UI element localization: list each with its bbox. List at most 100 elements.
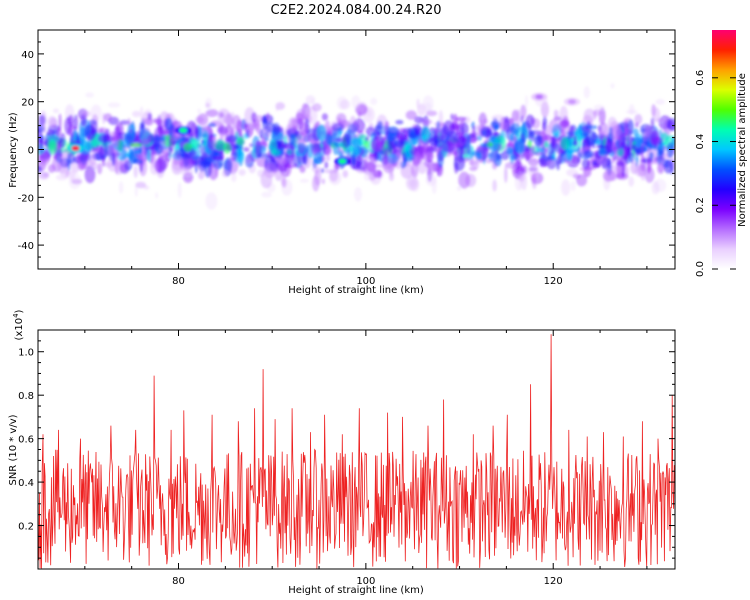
spectrogram-cell <box>550 137 556 155</box>
snr-panel: 80 100 120 0.2 0.4 0.6 0.8 1.0 Height of straig… <box>8 309 676 596</box>
spectrogram-cell <box>510 122 521 135</box>
spectrogram-cell <box>354 187 362 202</box>
spectrogram-cell <box>133 165 138 178</box>
spectrogram-cell <box>131 110 141 118</box>
spectrogram-cell <box>338 150 343 157</box>
spectrogram-cell <box>458 171 471 189</box>
spectrogram-cell <box>38 124 45 134</box>
spectrogram-cell <box>351 95 361 109</box>
spectrogram-cell <box>313 152 323 165</box>
colorbar-label: Normalized spectral amplitude <box>737 73 748 227</box>
spectrogram-cell <box>504 162 518 169</box>
spectrogram-feature-core <box>71 145 80 151</box>
spectrogram-cell <box>311 103 322 112</box>
spectrogram-cell <box>101 156 106 167</box>
spectrogram-cell <box>425 110 438 117</box>
spectrogram-cell <box>310 136 321 154</box>
spectrogram-cell <box>538 158 547 164</box>
spectrogram-cell <box>363 153 369 167</box>
spectrogram-cell <box>617 137 622 151</box>
colorbar-ticks: 0.0 0.2 0.4 0.6 <box>695 70 736 277</box>
spectrogram-cell <box>180 167 194 176</box>
spectrogram-cell <box>404 158 407 168</box>
spectrogram-cell <box>139 106 144 121</box>
svg-text:(x104): (x104) <box>12 309 25 340</box>
spectrogram-cell <box>430 162 435 175</box>
spectrogram-cell <box>510 134 514 142</box>
spectrogram-cell <box>89 152 96 167</box>
snr-y-tick-label: 0.4 <box>18 478 34 489</box>
spectrogram-cell <box>593 104 605 111</box>
spectrogram-cell <box>570 181 576 192</box>
spectrogram-cell <box>488 135 499 152</box>
spectrogram-cell <box>459 120 466 128</box>
spectrogram-cell <box>328 170 342 185</box>
spectrogram-cell <box>177 182 182 199</box>
snr-y-tick-label: 0.8 <box>18 391 34 402</box>
spectrogram-cell <box>666 118 675 131</box>
spectrogram-cell <box>525 94 528 108</box>
spectrogram-cell <box>655 99 665 105</box>
spectrogram-cell <box>147 148 151 163</box>
spectrogram-cell <box>479 142 490 147</box>
spectrogram-cell <box>515 109 521 127</box>
snr-frame <box>38 330 675 569</box>
colorbar-tick-label: 0.4 <box>695 134 706 150</box>
spectrogram-y-tick-label: -40 <box>18 241 34 252</box>
spectrogram-cell <box>632 128 639 137</box>
spectrogram-cell <box>377 149 385 162</box>
spectrogram-cell <box>261 191 272 198</box>
spectrogram-cell <box>365 126 376 137</box>
spectrogram-cell <box>553 109 559 119</box>
spectrogram-cell <box>55 174 68 181</box>
spectrogram-cell <box>549 136 557 140</box>
spectrogram-cell <box>38 153 51 166</box>
spectrogram-cell <box>238 169 246 176</box>
spectrogram-cell <box>256 141 260 155</box>
spectrogram-cell <box>297 138 306 155</box>
spectrogram-cell <box>142 117 148 123</box>
spectrogram-cell <box>616 160 625 167</box>
spectrogram-cell <box>197 108 201 114</box>
colorbar-tick-label: 0.6 <box>695 70 706 86</box>
spectrogram-cell <box>556 155 563 165</box>
spectrogram-cell <box>46 129 56 137</box>
spectrogram-cell <box>426 166 431 176</box>
spectrogram-cell <box>199 161 213 168</box>
spectrogram-cell <box>349 115 357 133</box>
spectrogram-cell <box>492 179 497 192</box>
snr-y-tick-label: 0.2 <box>18 522 34 533</box>
spectrogram-cell <box>339 99 351 110</box>
spectrogram-cell <box>560 137 570 151</box>
spectrogram-cell <box>634 114 643 125</box>
spectrogram-cell <box>539 162 548 168</box>
spectrogram-cell <box>276 154 289 165</box>
spectrogram-cell <box>91 114 99 128</box>
spectrogram-cell <box>650 117 655 129</box>
spectrogram-cell <box>651 181 660 195</box>
spectrogram-cell <box>47 135 60 143</box>
spectrogram-cell <box>217 108 231 124</box>
spectrogram-cell <box>583 149 595 159</box>
spectrogram-cell <box>214 161 219 178</box>
spectrogram-cell <box>624 150 628 167</box>
spectrogram-cell <box>57 156 67 174</box>
spectrogram-cell <box>414 116 424 124</box>
spectrogram-cell <box>394 140 404 148</box>
spectrogram-cell <box>557 120 566 132</box>
spectrogram-cell <box>332 141 340 155</box>
spectrogram-cell <box>207 122 217 128</box>
spectrogram-axis-ticks: 80 100 120 -40 -20 0 20 40 <box>18 29 675 287</box>
spectrogram-cell <box>336 113 347 125</box>
spectrogram-feature-core <box>179 127 188 133</box>
spectrogram-cell <box>316 124 327 142</box>
spectrogram-cell <box>573 135 577 145</box>
spectrogram-cell <box>585 124 598 130</box>
spectrogram-cell <box>598 122 609 140</box>
spectrogram-y-tick-label: 0 <box>28 146 34 157</box>
spectrogram-cell <box>491 114 505 122</box>
spectrogram-cell <box>438 110 444 127</box>
spectrogram-cell <box>312 175 320 192</box>
spectrogram-cell <box>548 119 559 133</box>
spectrogram-cell <box>38 114 46 126</box>
